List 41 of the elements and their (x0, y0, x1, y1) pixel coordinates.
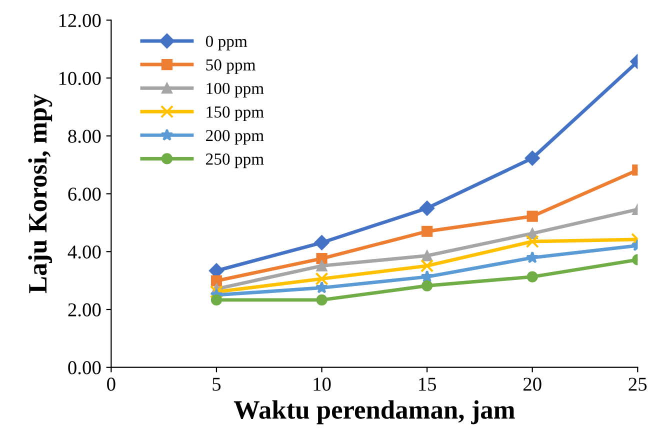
point (316, 294, 328, 306)
point (210, 294, 222, 306)
point (526, 234, 539, 248)
point (419, 200, 435, 216)
point (422, 226, 433, 237)
point (316, 253, 328, 264)
point (526, 271, 538, 282)
legend-label: 50 ppm (206, 59, 256, 74)
point (315, 281, 328, 294)
legend-label: 200 ppm (206, 130, 264, 145)
point (210, 285, 224, 298)
x-tick-label: 10 (314, 378, 331, 391)
legend-label: 0 ppm (206, 36, 248, 50)
x-tick-label: 0 (107, 378, 116, 391)
point (315, 272, 328, 286)
y-tick-label: 10.00 (59, 72, 101, 86)
point (420, 259, 434, 272)
y-axis-title: Laju Korosi, mpy (28, 94, 52, 294)
point (422, 250, 433, 262)
x-tick-label: 5 (212, 378, 221, 391)
point (210, 275, 222, 286)
point (316, 260, 328, 272)
y-tick-label: 4.00 (68, 245, 101, 259)
legend-label: 150 ppm (206, 106, 264, 122)
point (422, 280, 433, 292)
point (526, 210, 538, 222)
y-tick-label: 12.00 (59, 14, 101, 28)
x-tick-label: 25 (628, 378, 647, 391)
point (420, 270, 434, 282)
y-tick-label: 0.00 (68, 361, 101, 374)
x-tick-label: 15 (419, 378, 436, 391)
y-tick-label: 8.00 (68, 130, 101, 143)
y-tick-label: 6.00 (68, 188, 101, 201)
point (524, 150, 540, 166)
x-tick-label: 20 (523, 378, 542, 391)
y-tick-label: 2.00 (68, 303, 101, 317)
point (526, 251, 539, 264)
legend-label: 250 ppm (206, 153, 264, 168)
legend-label: 100 ppm (206, 82, 264, 98)
x-axis-title: Waktu perendaman, jam (234, 400, 515, 424)
point (314, 235, 330, 250)
